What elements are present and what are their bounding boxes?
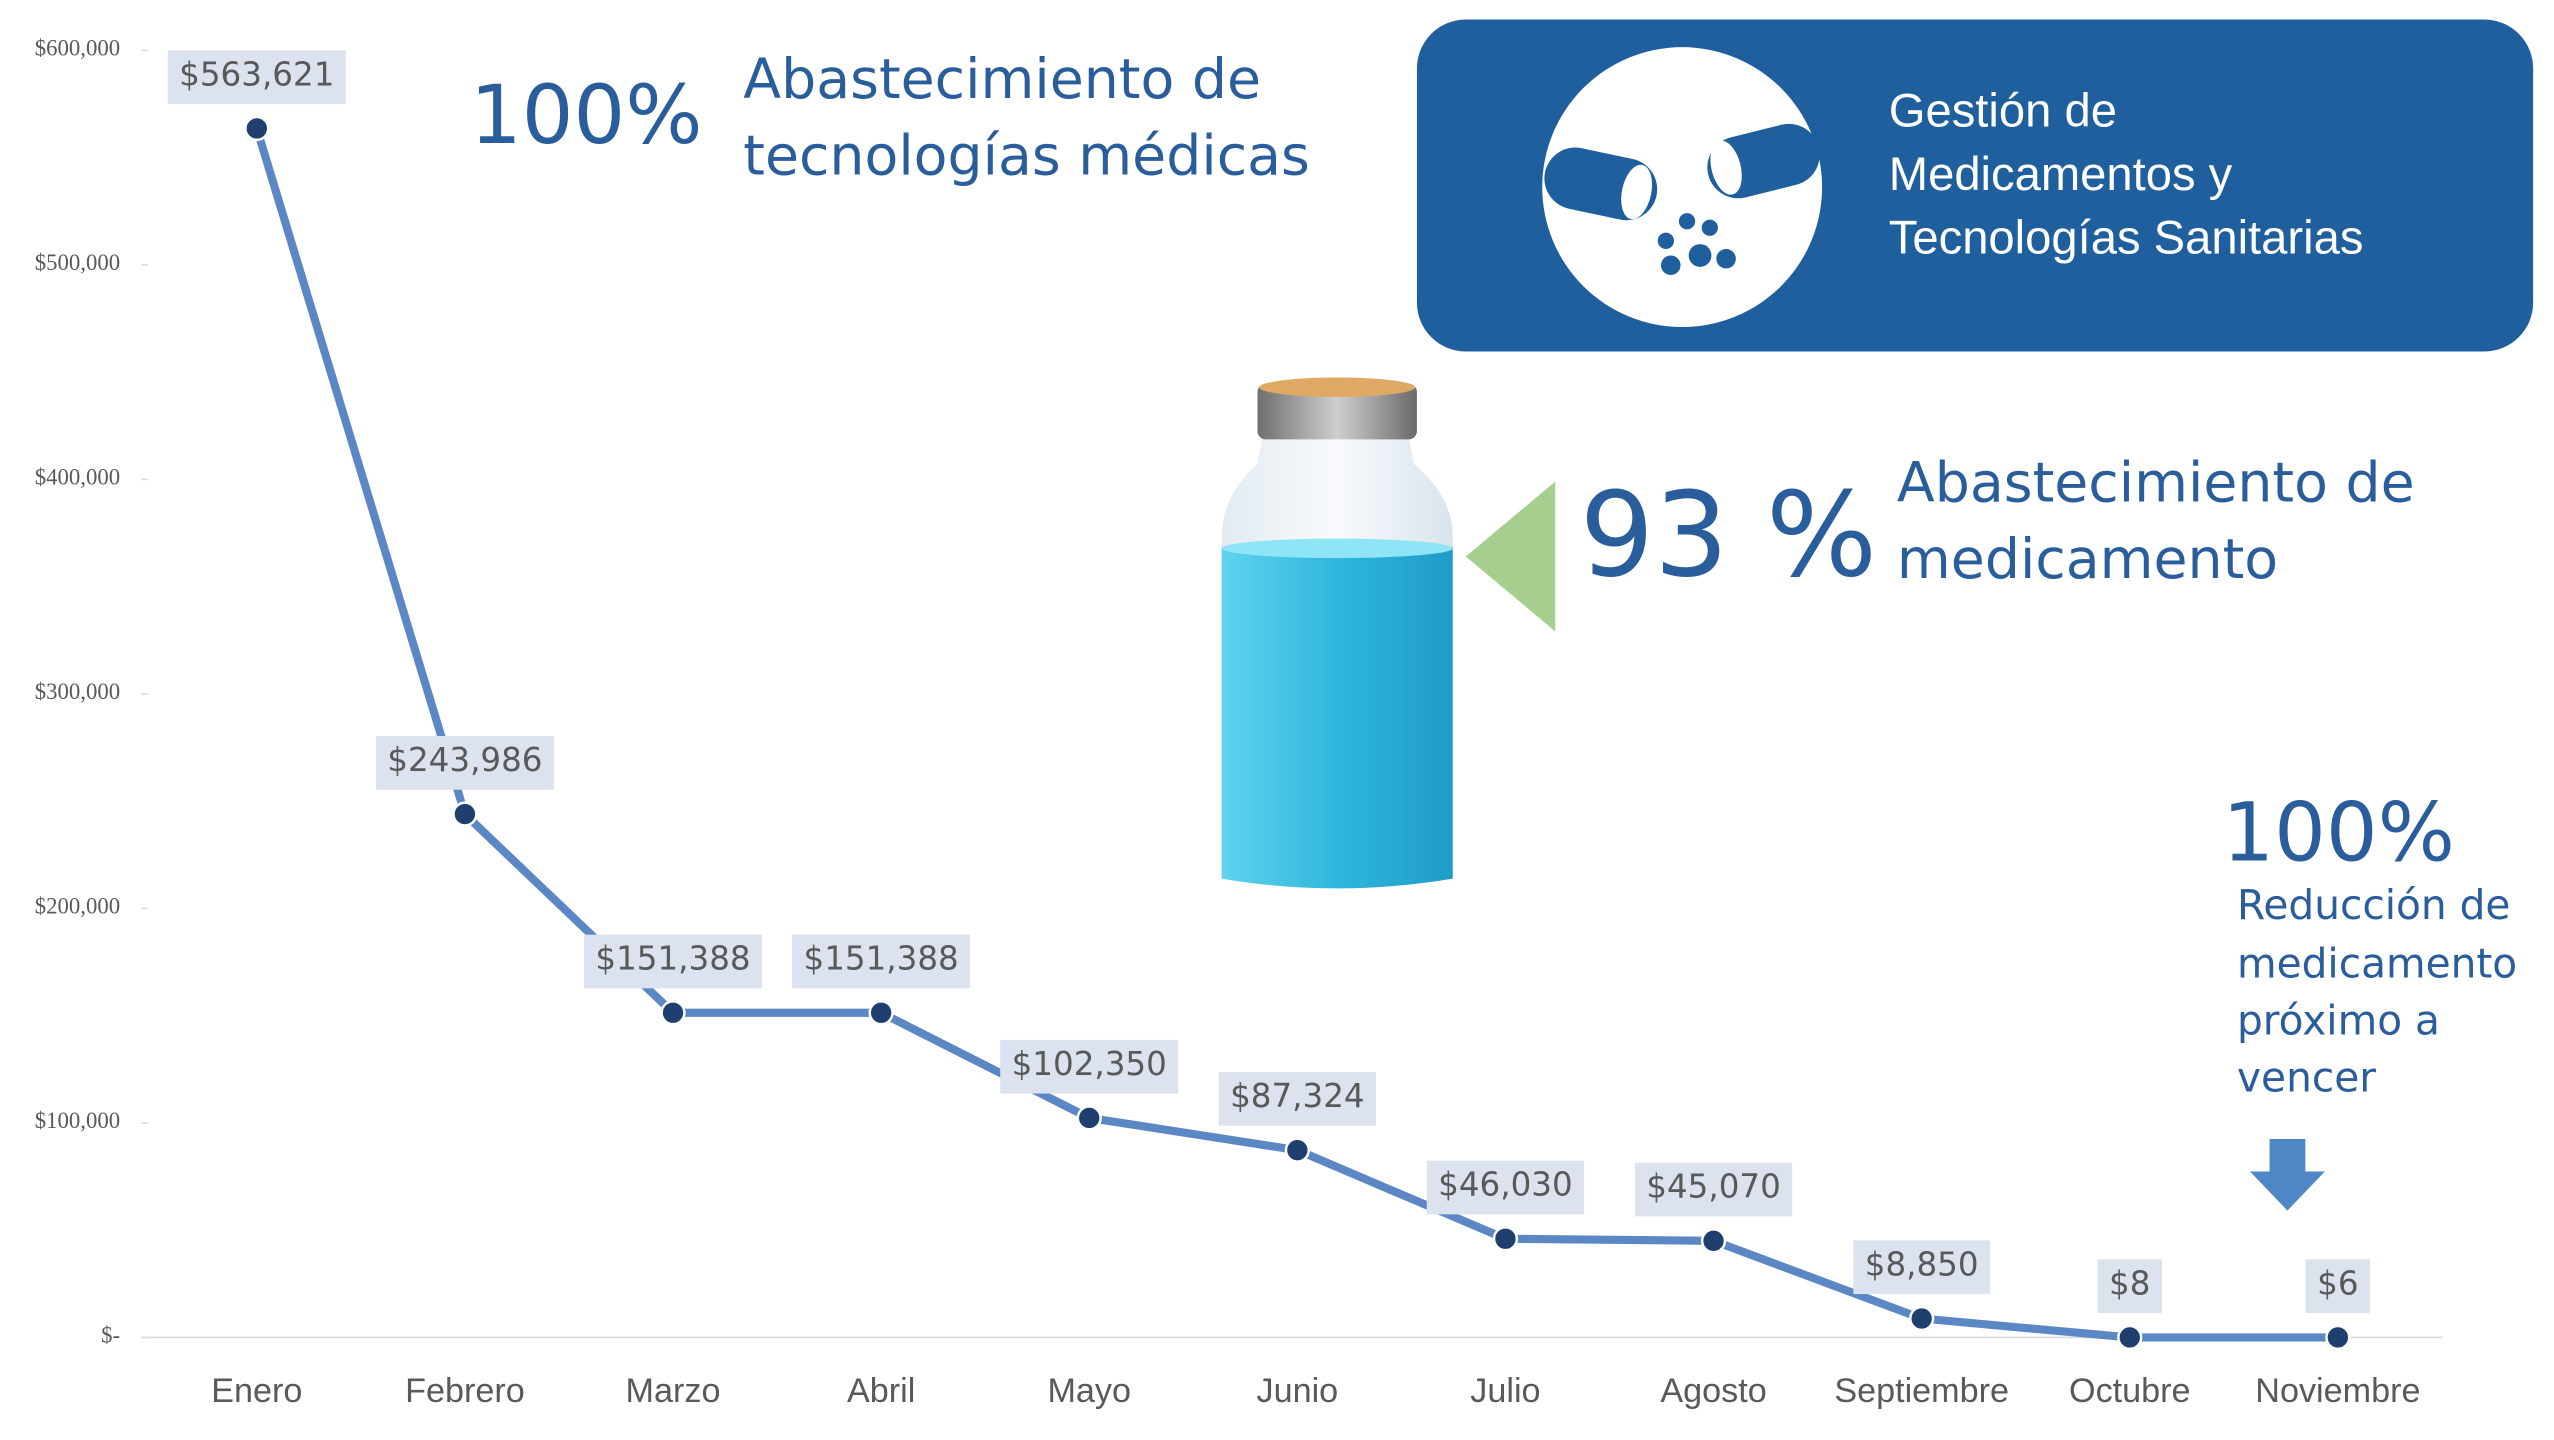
label-box <box>1218 1072 1376 1126</box>
value-label: $46,030 <box>1438 1166 1573 1204</box>
y-tick-label: $500,000 <box>35 250 120 275</box>
x-tick-label: Octubre <box>2069 1372 2191 1410</box>
x-tick-label: Julio <box>1470 1372 1540 1410</box>
marker <box>2325 1324 2351 1351</box>
marker <box>244 115 270 142</box>
value-label: $8,850 <box>1865 1245 1979 1283</box>
label-box <box>1853 1240 1990 1295</box>
banner-text: Medicamentos y <box>1889 147 2233 200</box>
value-label: $8 <box>2109 1264 2150 1302</box>
callout-text: medicamento <box>1897 528 2278 592</box>
label-box <box>2305 1259 2370 1314</box>
callout-text: tecnologías médicas <box>743 125 1310 189</box>
data-label: $8 <box>2097 1259 2162 1314</box>
banner-icon <box>1542 47 1823 328</box>
data-label: $45,070 <box>1634 1162 1793 1217</box>
x-tick-label: Agosto <box>1660 1372 1766 1410</box>
callout-text: Reducción de <box>2237 881 2510 929</box>
marker <box>1909 1305 1935 1332</box>
marker <box>452 801 478 827</box>
data-label: $102,350 <box>1000 1039 1179 1094</box>
x-tick-label: Septiembre <box>1834 1372 2009 1410</box>
label-box <box>584 934 763 989</box>
label-box <box>2097 1259 2162 1314</box>
label-box <box>167 50 346 105</box>
y-tick-label: $200,000 <box>35 894 120 919</box>
label-box <box>375 736 554 790</box>
value-label: $45,070 <box>1646 1168 1781 1206</box>
value-label: $102,350 <box>1012 1045 1167 1083</box>
marker <box>1700 1228 1727 1254</box>
marker <box>868 1000 894 1026</box>
data-label: $8,850 <box>1853 1240 1990 1295</box>
x-tick-label: Abril <box>847 1372 915 1410</box>
banner-text: Gestión de <box>1889 83 2117 136</box>
callout-text: vencer <box>2237 1053 2376 1101</box>
y-tick-label: $600,000 <box>35 36 120 61</box>
label-box <box>792 934 971 989</box>
data-label: $243,986 <box>375 736 554 790</box>
callout-text: Abastecimiento de <box>743 48 1261 112</box>
label-box <box>1000 1039 1179 1094</box>
value-label: $6 <box>2317 1264 2358 1302</box>
callout-text: Abastecimiento de <box>1897 452 2415 516</box>
y-tick-label: $100,000 <box>35 1108 120 1133</box>
x-tick-label: Noviembre <box>2255 1372 2420 1410</box>
x-tick-label: Marzo <box>626 1372 721 1410</box>
data-label: $46,030 <box>1426 1160 1585 1215</box>
data-label: $563,621 <box>167 50 346 105</box>
data-label: $6 <box>2305 1259 2370 1314</box>
label-box <box>1634 1162 1793 1217</box>
marker <box>1492 1226 1519 1252</box>
data-label: $151,388 <box>584 934 763 989</box>
bottle <box>1221 377 1453 889</box>
value-label: $563,621 <box>179 55 334 93</box>
data-label: $87,324 <box>1218 1072 1376 1126</box>
y-tick-label: $- <box>101 1323 120 1348</box>
value-label: $243,986 <box>387 741 542 779</box>
percent: 100% <box>2222 785 2455 880</box>
percent: 100% <box>470 68 703 163</box>
y-tick-label: $400,000 <box>35 465 120 490</box>
data-label: $151,388 <box>792 934 971 989</box>
x-tick-label: Enero <box>211 1372 302 1410</box>
marker <box>2117 1324 2143 1351</box>
x-tick-label: Febrero <box>405 1372 525 1410</box>
label-box <box>1426 1160 1585 1215</box>
pill-icon <box>1544 123 1820 275</box>
value-label: $151,388 <box>804 940 959 978</box>
down-arrow <box>2250 1138 2325 1211</box>
value-label: $151,388 <box>595 940 750 978</box>
banner-text: Tecnologías Sanitarias <box>1889 210 2364 263</box>
marker <box>1076 1105 1102 1131</box>
marker <box>1284 1137 1310 1163</box>
value-label: $87,324 <box>1230 1077 1365 1115</box>
pointer <box>1465 481 1556 632</box>
percent: 93 % <box>1580 467 1878 604</box>
x-tick-label: Junio <box>1257 1372 1339 1410</box>
x-tick-label: Mayo <box>1047 1372 1131 1410</box>
callout-text: próximo a <box>2237 996 2440 1044</box>
marker <box>660 1000 686 1026</box>
y-tick-label: $300,000 <box>35 679 120 704</box>
callout-text: medicamento <box>2237 940 2517 988</box>
